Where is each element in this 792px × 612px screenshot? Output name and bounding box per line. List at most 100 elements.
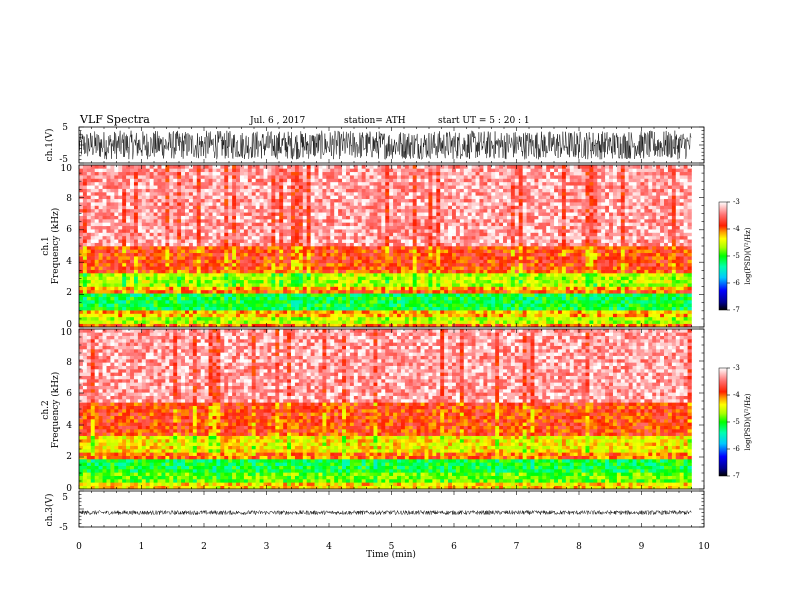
ch1-spec-cell [279,300,284,304]
ch1-spec-cell [452,212,457,216]
ch1-spec-cell [393,252,398,257]
ch1-spec-cell [228,208,233,213]
ch1-spec-cell [208,279,213,284]
ch1-spec-cell [149,289,154,294]
ch1-spec-cell [318,235,323,240]
ch1-spec-cell [79,178,84,183]
ch1-spec-cell [389,286,394,291]
ch1-spec-cell [204,249,209,254]
ch1-spec-cell [330,259,335,264]
ch1-spec-cell [416,313,421,318]
ch1-spec-cell [114,185,119,189]
ch1-spec-cell [259,306,264,311]
ch1-spec-cell [177,283,182,287]
ch1-spec-cell [400,259,406,264]
ch1-spec-cell [467,215,472,220]
ch1-spec-cell [130,188,135,193]
ch1-spec-cell [204,235,209,240]
ch1-spec-cell [302,283,308,287]
ch1-spec-cell [483,286,488,291]
ch1-spec-cell [137,256,143,260]
ch1-spec-cell [349,235,355,240]
ch1-spec-cell [137,323,143,328]
ch1-spec-cell [302,323,308,328]
ch1-spec-cell [243,256,249,260]
ch1-spec-cell [141,215,147,220]
ch1-spec-cell [318,165,323,169]
ch1-spec-cell [263,306,268,311]
ch1-spec-cell [294,202,300,206]
ch1-spec-cell [130,252,135,257]
ch1-spec-cell [126,181,131,186]
ch1-spec-cell [192,195,198,200]
ch1-spec-cell [349,181,355,186]
ch1-spec-cell [302,168,308,173]
ch1-spec-cell [279,178,284,183]
ch1-spec-cell [145,256,150,260]
ch1-spec-cell [397,225,402,230]
ch1-spec-cell [397,178,402,183]
ch1-spec-cell [118,232,123,237]
ch1-spec-cell [310,279,315,284]
ch1-spec-cell [224,256,229,260]
ch1-spec-cell [130,296,135,301]
ch1-spec-cell [463,320,469,324]
ch1-spec-cell [294,232,300,237]
ch1-spec-cell [122,212,127,216]
ch1-spec-cell [459,323,465,328]
ch1-spec-cell [149,212,154,216]
ch1-spec-cell [212,195,217,200]
ch1-spec-cell [389,188,394,193]
ch1-spec-cell [397,269,402,274]
ch1-spec-cell [177,181,182,186]
ch1-spec-cell [345,222,351,227]
ch1-spec-cell [181,310,186,314]
ch1-spec-cell [275,266,280,270]
ch1-spec-cell [420,246,425,250]
ch1-spec-cell [271,175,276,179]
ch1-spec-cell [149,300,154,304]
ch1-spec-cell [177,235,182,240]
ch1-spec-cell [334,289,339,294]
ch1-spec-cell [133,229,139,233]
ch1-spec-cell [145,316,150,321]
ch1-spec-cell [322,296,327,301]
ch1-spec-cell [393,246,398,250]
ch1-spec-cell [400,276,406,281]
ch1-spec-cell [204,256,209,260]
ch1-spec-cell [122,296,127,301]
ch1-spec-cell [345,168,351,173]
ch1-spec-cell [141,323,147,328]
ch1-spec-cell [452,242,457,247]
ch1-spec-cell [479,235,484,240]
ch1-spec-cell [377,306,382,311]
ch1-spec-cell [452,188,457,193]
ch1-spec-cell [463,242,469,247]
ch1-spec-cell [475,188,480,193]
ch1-spec-cell [330,316,335,321]
ch1-spec-cell [459,229,465,233]
ch1-spec-cell [298,323,304,328]
ch1-spec-cell [196,283,202,287]
ch1-spec-cell [444,181,449,186]
ch1-spec-cell [353,300,359,304]
ch1-spec-cell [294,225,300,230]
ch1-spec-cell [212,239,217,243]
ch1-spec-cell [102,313,107,318]
ch1-spec-cell [208,296,213,301]
ch1-spec-cell [133,306,139,311]
ch1-spec-cell [377,320,382,324]
ch1-spec-cell [255,310,260,314]
ch1-spec-cell [373,225,378,230]
ch1-spec-cell [275,195,280,200]
ch1-spec-cell [185,313,190,318]
ch1-spec-cell [118,323,123,328]
ch1-spec-cell [310,316,315,321]
ch1-spec-cell [389,273,394,277]
ch1-spec-cell [291,300,296,304]
ch1-spec-cell [196,249,202,254]
ch1-spec-cell [459,269,465,274]
ch1-spec-cell [106,283,111,287]
ch1-spec-cell [243,323,249,328]
ch1-spec-cell [373,256,378,260]
